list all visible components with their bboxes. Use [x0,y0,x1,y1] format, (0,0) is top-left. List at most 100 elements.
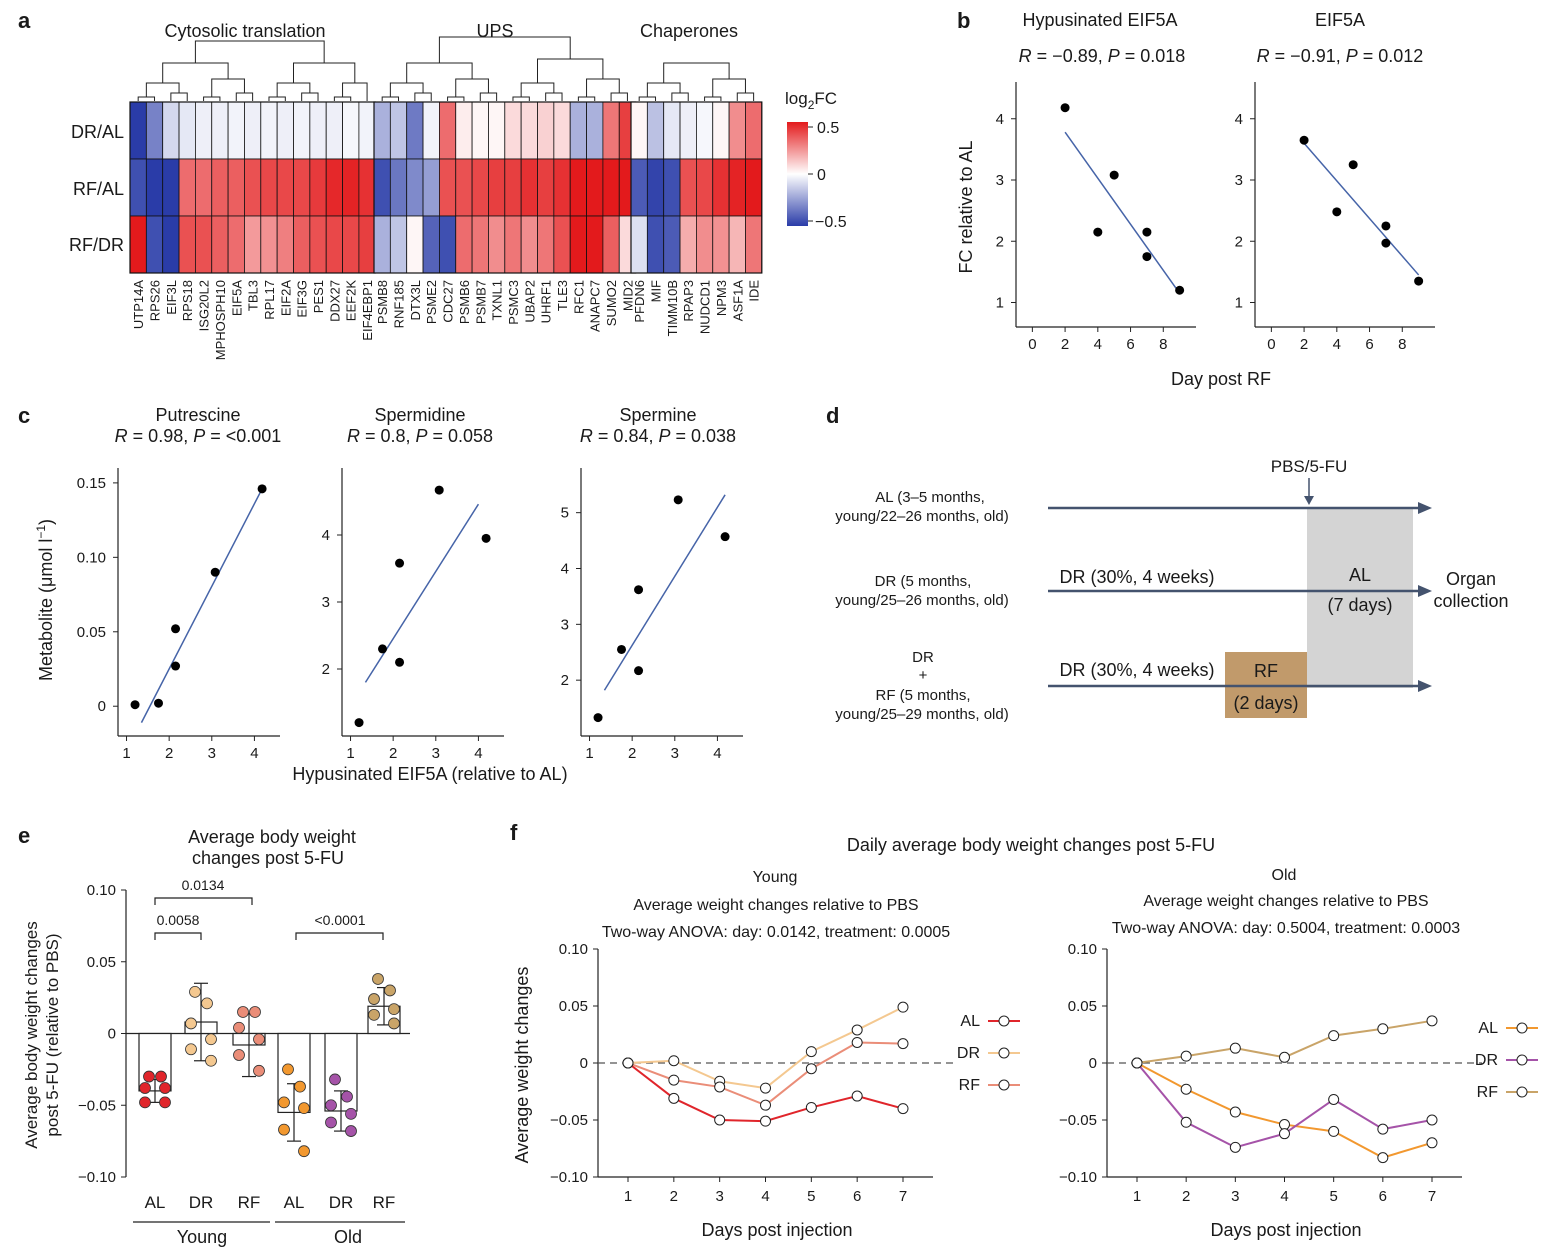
series-line-DR [627,1006,904,1090]
data-point [388,1017,400,1030]
data-point [171,661,181,671]
legend-label: RF [959,1077,981,1094]
gene-label: EIF2A [278,280,293,316]
gene-label: RPS26 [148,280,163,321]
heatmap-cell [389,215,408,274]
dendrogram-branch [293,62,356,83]
heatmap-cell [309,158,327,217]
panel-a: a Cytosolic translation UPS Chaperones D… [18,8,847,360]
legend-marker [998,1079,1010,1091]
legend-young: AL DR RF [957,1013,1020,1094]
heatmap-cell [145,101,164,160]
data-point [237,1006,249,1018]
data-point [1299,135,1309,145]
heatmap-cell [602,158,620,217]
gene-label: TLE3 [555,280,570,311]
series-line-AL [1136,1062,1433,1159]
young-anova: Two-way ANOVA: day: 0.0142, treatment: 0… [602,924,950,941]
y-tick-label: 0.10 [1068,941,1097,958]
series-point-AL [1426,1137,1438,1149]
gene-label: MID2 [620,280,635,311]
data-point [329,1073,341,1086]
x-tick-label: AL [284,1193,305,1212]
dendrogram-branch [447,96,465,101]
x-tick-label: 4 [713,745,721,762]
y-tick-label: −0.10 [550,1169,588,1186]
data-point [205,1033,217,1046]
dendrogram-branch [342,82,368,101]
al-group-label-2: young/22–26 months, old) [835,508,1008,525]
heatmap-cell [145,215,164,274]
y-tick-label: −0.10 [78,1169,116,1186]
dr-regimen-label: DR (30%, 4 weeks) [1059,567,1214,587]
y-axis-label-c: Metabolite (μmol l−1) [34,519,56,681]
series-point-DR [1279,1128,1290,1140]
data-point [154,698,163,708]
legend-marker [1516,1054,1528,1066]
heatmap-cell [325,101,343,160]
organ-collection-2: collection [1433,591,1508,611]
x-tick-label: RF [238,1193,261,1212]
heatmap-cell [422,215,440,274]
gene-label: TIMM10B [665,280,680,336]
data-point [298,1145,310,1158]
data-point [368,1008,380,1021]
heatmap-cell [696,158,714,217]
heatmap-cell [244,215,262,274]
panel-c: c Putrescine Spermidine Spermine R = 0.9… [18,403,743,784]
series-point-AL [1229,1106,1241,1118]
series-point-DR [1229,1141,1241,1153]
heatmap-cell [696,215,714,274]
rf-group-label-4: young/25–29 months, old) [835,706,1008,723]
heatmap-cell [406,158,424,217]
heatmap-cell [537,158,555,217]
data-point [249,1006,261,1018]
series-point-DR [1328,1093,1340,1105]
x-tick-label: 1 [624,1188,632,1205]
heatmap-cell [569,158,587,217]
x-tick-label: 4 [1333,336,1341,353]
heatmap-cell [520,101,538,160]
dendrogram-branch [137,96,156,101]
series-point-AL [805,1101,817,1113]
gene-labels: UTP14A RPS26 EIF3L RPS18 ISG20L2 MPHOSPH10 EIF… [131,280,761,361]
gene-label: IDE [747,280,762,302]
legend-label: DR [1475,1052,1498,1069]
y-tick-label: 2 [1235,233,1243,250]
heatmap-cell [389,158,408,217]
x-tick-label: 6 [853,1188,861,1205]
series-point-AL [897,1103,909,1115]
y-tick-label: 4 [322,527,330,544]
data-point [171,624,181,634]
scatter-spermidine: 2 3 4 1 2 3 4 [322,468,504,762]
series-point-AL [1377,1152,1389,1164]
rf-group-label-2: + [919,667,928,684]
heatmap-cell [373,101,391,160]
dendrogram-branch [170,92,188,101]
data-point [673,495,683,505]
series-point-RF [1131,1057,1143,1069]
x-axis-label-c: Hypusinated EIF5A (relative to AL) [292,764,567,784]
al-box-label-2: (7 days) [1327,595,1392,615]
heatmap-cell [586,158,604,217]
dendrogram-branch [545,92,563,101]
x-tick-label: 1 [1133,1188,1141,1205]
panel-letter-a: a [18,8,31,33]
y-tick-label: 4 [561,561,569,578]
dendrogram-branch [736,92,755,101]
heatmap-cell [455,158,473,217]
sig-label-3: <0.0001 [315,912,366,928]
stat-hyp-eif5a: R = −0.89, P = 0.018 [1019,46,1186,66]
dendrogram-branch [406,62,473,83]
x-tick-label: 6 [1365,336,1373,353]
legend-marker [1516,1086,1528,1098]
heatmap-cell [679,101,697,160]
x-tick-label: 8 [1398,336,1406,353]
group-label-old: Old [334,1227,362,1247]
gene-label: PSMB6 [457,280,472,324]
data-point [1109,170,1119,180]
data-point [325,1116,337,1129]
data-point [368,993,380,1005]
x-tick-label: 7 [1428,1188,1436,1205]
panel-letter-c: c [18,403,30,428]
